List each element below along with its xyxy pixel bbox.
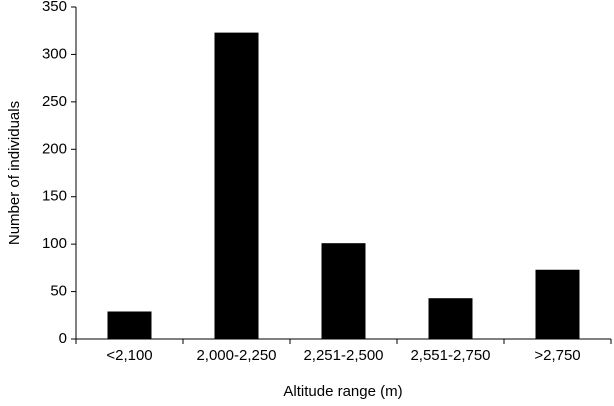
y-tick-label: 150 [42,188,67,205]
bar [107,311,152,339]
y-tick-label: 100 [42,235,67,252]
y-tick-label: 200 [42,140,67,157]
y-tick-label: 0 [59,330,67,347]
y-axis-label: Number of individuals [6,101,23,245]
bar [214,32,259,340]
x-tick-label: 2,000-2,250 [196,347,276,364]
bar [428,298,473,339]
x-tick-label: 2,551-2,750 [410,347,490,364]
x-tick-label: 2,251-2,500 [303,347,383,364]
y-tick-label: 350 [42,0,67,15]
y-tick-label: 250 [42,93,67,110]
x-tick-label: >2,750 [534,347,580,364]
y-tick-label: 50 [50,283,67,300]
y-tick-label: 300 [42,45,67,62]
x-axis-label: Altitude range (m) [283,383,402,400]
bar [321,243,366,339]
x-tick-label: <2,100 [106,347,152,364]
bar [535,269,580,339]
